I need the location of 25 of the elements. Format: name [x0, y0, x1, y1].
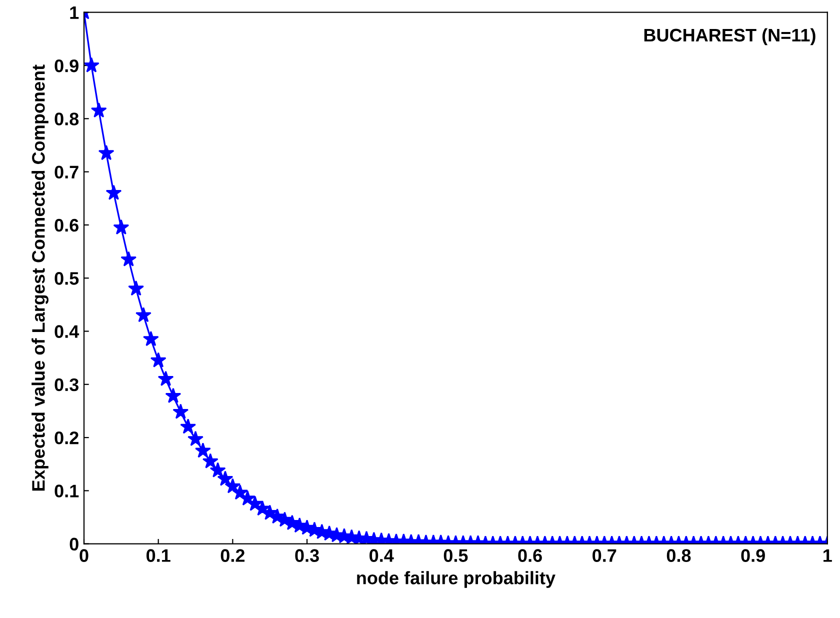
x-tick-label: 0.9 [741, 549, 765, 562]
x-tick-label: 0.7 [592, 549, 616, 562]
x-tick-label: 0.3 [295, 549, 319, 562]
x-tick-label: 0.2 [220, 549, 245, 562]
y-tick-label: 1 [70, 6, 79, 19]
x-tick-label: 0.4 [370, 549, 394, 562]
y-tick-label: 0.7 [54, 166, 78, 179]
x-tick-label: 0.1 [146, 549, 170, 562]
y-tick-label: 0.1 [54, 484, 79, 498]
y-tick-label: 0.5 [54, 272, 79, 285]
y-tick-label: 0.6 [54, 218, 78, 232]
y-tick-label: 0.3 [54, 378, 78, 392]
x-tick-label: 0.8 [666, 549, 691, 562]
y-axis-title: Expected value of Largest Connected Component [32, 64, 48, 491]
x-tick-label: 0.6 [518, 549, 542, 562]
y-tick-label: 0.9 [54, 59, 78, 72]
text: BUCHAREST (N=11) [644, 28, 816, 46]
y-tick-label: 0 [70, 538, 78, 551]
y-tick-label: 0.4 [54, 325, 80, 338]
y-tick-label: 0.8 [54, 112, 79, 126]
x-tick-label: 1 [824, 549, 832, 562]
y-tick-label: 0.2 [54, 431, 78, 444]
x-tick-label: 0 [80, 549, 88, 562]
x-axis-title: node failure probability [357, 571, 556, 588]
x-tick-label: 0.5 [444, 549, 468, 562]
